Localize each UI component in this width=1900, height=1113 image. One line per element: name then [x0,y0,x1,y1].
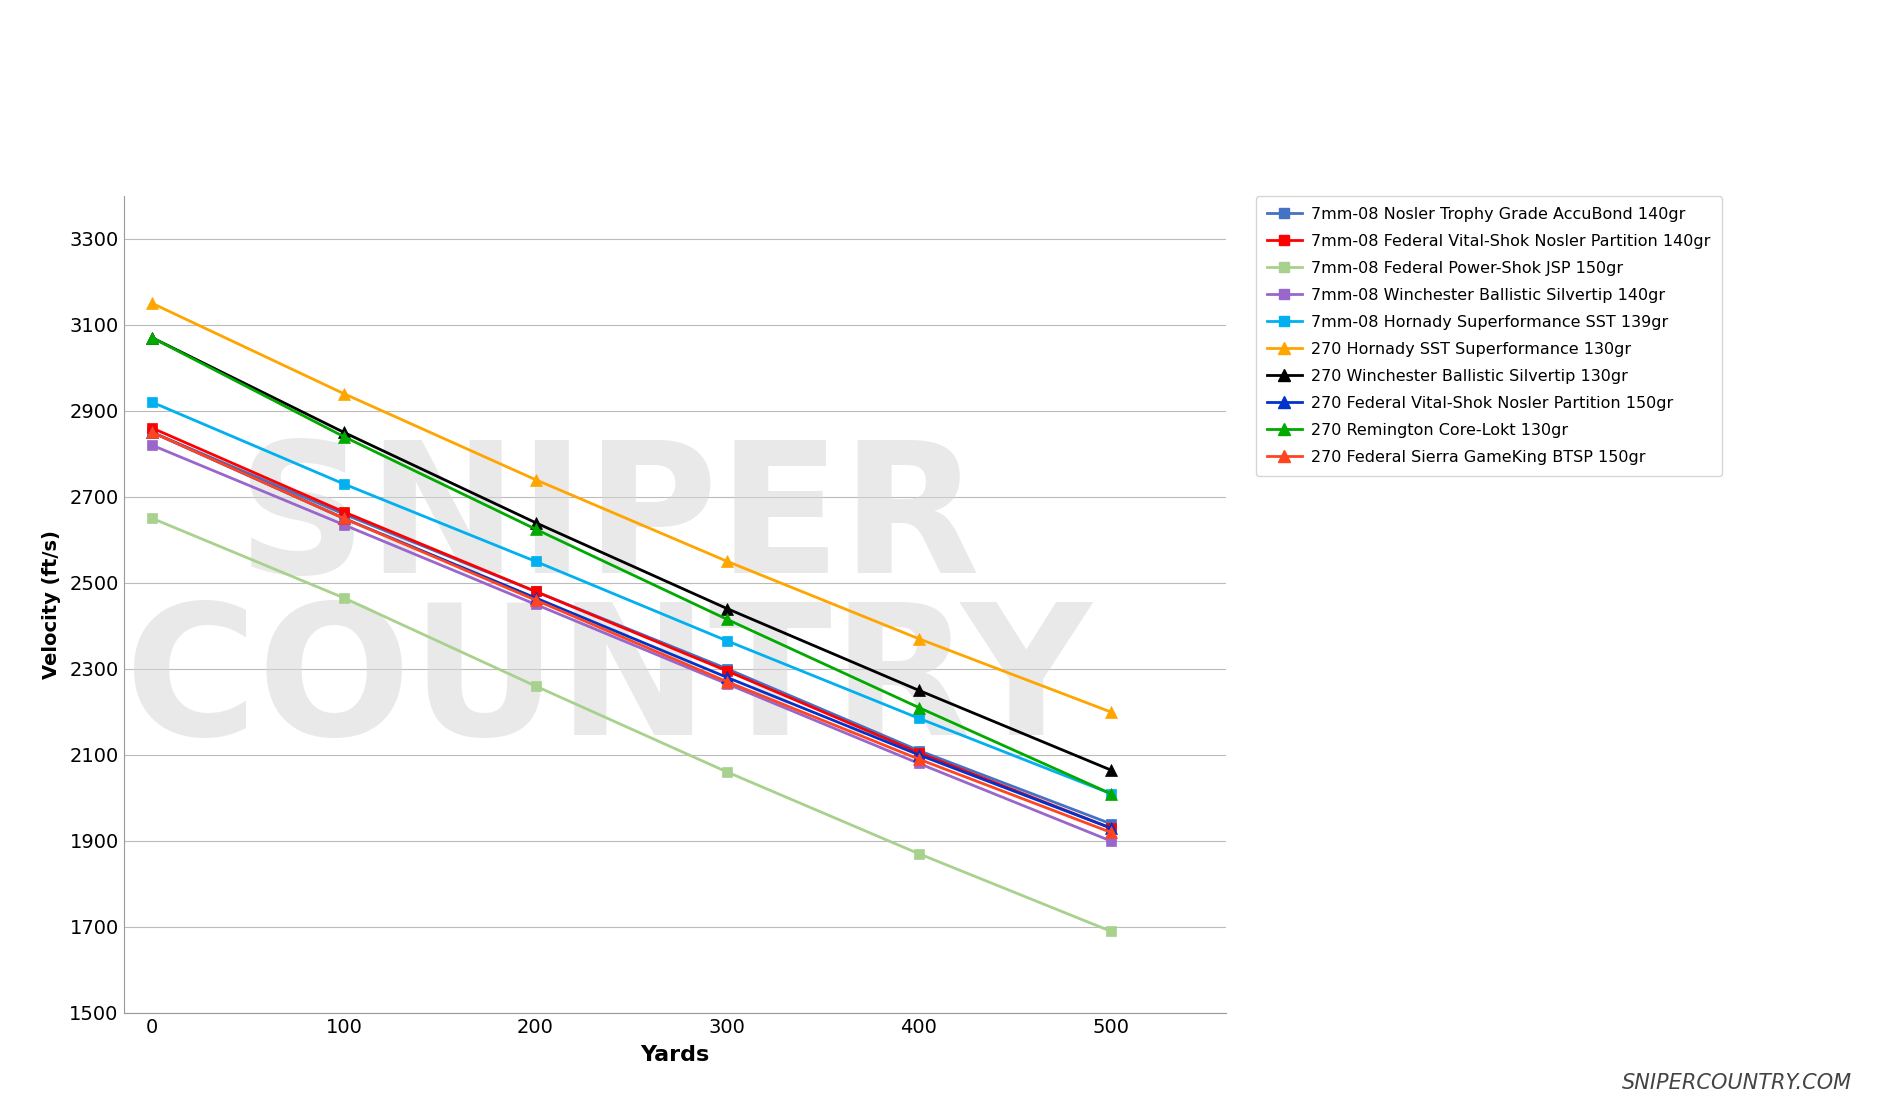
270 Winchester Ballistic Silvertip 130gr [332,425,355,439]
7mm-08 Federal Power-Shok JSP 150gr [141,512,163,525]
7mm-08 Hornady Superformance SST 139gr [1098,787,1121,800]
7mm-08 Nosler Trophy Grade AccuBond 140gr [141,425,163,439]
7mm-08 Federal Power-Shok JSP 150gr [908,847,931,860]
Line: 270 Remington Core-Lokt 130gr: 270 Remington Core-Lokt 130gr [146,332,1117,800]
270 Remington Core-Lokt 130gr [332,430,355,443]
270 Hornady SST Superformance 130gr [716,554,739,568]
270 Winchester Ballistic Silvertip 130gr [716,602,739,615]
270 Remington Core-Lokt 130gr [716,613,739,627]
270 Federal Vital-Shok Nosler Partition 150gr [716,671,739,684]
270 Federal Sierra GameKing BTSP 150gr [332,512,355,525]
270 Federal Sierra GameKing BTSP 150gr [716,676,739,689]
7mm-08 Federal Power-Shok JSP 150gr [524,679,547,692]
7mm-08 Nosler Trophy Grade AccuBond 140gr [1098,817,1121,830]
7mm-08 Winchester Ballistic Silvertip 140gr [908,757,931,770]
270 Federal Vital-Shok Nosler Partition 150gr [332,512,355,525]
Line: 270 Federal Vital-Shok Nosler Partition 150gr: 270 Federal Vital-Shok Nosler Partition … [146,426,1117,834]
7mm-08 Winchester Ballistic Silvertip 140gr [332,519,355,532]
Line: 7mm-08 Federal Power-Shok JSP 150gr: 7mm-08 Federal Power-Shok JSP 150gr [148,513,1115,936]
270 Federal Vital-Shok Nosler Partition 150gr [524,591,547,604]
X-axis label: Yards: Yards [640,1045,709,1065]
270 Winchester Ballistic Silvertip 130gr [524,516,547,530]
7mm-08 Nosler Trophy Grade AccuBond 140gr [332,508,355,521]
Line: 7mm-08 Winchester Ballistic Silvertip 140gr: 7mm-08 Winchester Ballistic Silvertip 14… [148,441,1115,846]
270 Federal Sierra GameKing BTSP 150gr [1098,826,1121,839]
Text: BULLET VELOCITY: BULLET VELOCITY [408,19,1492,126]
270 Winchester Ballistic Silvertip 130gr [141,331,163,344]
7mm-08 Hornady Superformance SST 139gr [908,711,931,725]
270 Remington Core-Lokt 130gr [524,522,547,535]
7mm-08 Nosler Trophy Grade AccuBond 140gr [524,584,547,598]
270 Federal Vital-Shok Nosler Partition 150gr [908,748,931,761]
7mm-08 Federal Vital-Shok Nosler Partition 140gr [524,584,547,598]
7mm-08 Nosler Trophy Grade AccuBond 140gr [908,743,931,757]
7mm-08 Federal Power-Shok JSP 150gr [1098,925,1121,938]
7mm-08 Winchester Ballistic Silvertip 140gr [524,598,547,611]
270 Federal Sierra GameKing BTSP 150gr [908,752,931,766]
270 Federal Vital-Shok Nosler Partition 150gr [1098,821,1121,835]
Line: 7mm-08 Hornady Superformance SST 139gr: 7mm-08 Hornady Superformance SST 139gr [148,397,1115,798]
7mm-08 Hornady Superformance SST 139gr [332,477,355,491]
270 Winchester Ballistic Silvertip 130gr [908,683,931,697]
7mm-08 Hornady Superformance SST 139gr [716,634,739,648]
7mm-08 Nosler Trophy Grade AccuBond 140gr [716,662,739,676]
7mm-08 Winchester Ballistic Silvertip 140gr [141,439,163,452]
Line: 270 Winchester Ballistic Silvertip 130gr: 270 Winchester Ballistic Silvertip 130gr [146,332,1117,776]
270 Remington Core-Lokt 130gr [908,701,931,715]
7mm-08 Federal Power-Shok JSP 150gr [332,591,355,604]
270 Hornady SST Superformance 130gr [141,297,163,311]
Line: 270 Hornady SST Superformance 130gr: 270 Hornady SST Superformance 130gr [146,297,1117,718]
Legend: 7mm-08 Nosler Trophy Grade AccuBond 140gr, 7mm-08 Federal Vital-Shok Nosler Part: 7mm-08 Nosler Trophy Grade AccuBond 140g… [1256,196,1721,476]
270 Federal Sierra GameKing BTSP 150gr [141,425,163,439]
7mm-08 Federal Power-Shok JSP 150gr [716,766,739,779]
Y-axis label: Velocity (ft/s): Velocity (ft/s) [42,530,61,679]
270 Hornady SST Superformance 130gr [1098,706,1121,719]
7mm-08 Federal Vital-Shok Nosler Partition 140gr [141,422,163,435]
Line: 7mm-08 Federal Vital-Shok Nosler Partition 140gr: 7mm-08 Federal Vital-Shok Nosler Partiti… [148,423,1115,833]
7mm-08 Winchester Ballistic Silvertip 140gr [716,677,739,690]
Line: 7mm-08 Nosler Trophy Grade AccuBond 140gr: 7mm-08 Nosler Trophy Grade AccuBond 140g… [148,427,1115,828]
7mm-08 Winchester Ballistic Silvertip 140gr [1098,834,1121,847]
Text: SNIPERCOUNTRY.COM: SNIPERCOUNTRY.COM [1623,1073,1852,1093]
270 Hornady SST Superformance 130gr [332,387,355,401]
7mm-08 Federal Vital-Shok Nosler Partition 140gr [908,746,931,759]
270 Federal Sierra GameKing BTSP 150gr [524,593,547,607]
7mm-08 Hornady Superformance SST 139gr [524,554,547,568]
Text: SNIPER
COUNTRY: SNIPER COUNTRY [125,435,1092,774]
270 Federal Vital-Shok Nosler Partition 150gr [141,425,163,439]
270 Hornady SST Superformance 130gr [524,473,547,486]
7mm-08 Federal Vital-Shok Nosler Partition 140gr [332,505,355,519]
Line: 270 Federal Sierra GameKing BTSP 150gr: 270 Federal Sierra GameKing BTSP 150gr [146,426,1117,838]
270 Remington Core-Lokt 130gr [1098,787,1121,800]
270 Hornady SST Superformance 130gr [908,632,931,646]
7mm-08 Hornady Superformance SST 139gr [141,395,163,408]
270 Winchester Ballistic Silvertip 130gr [1098,764,1121,777]
270 Remington Core-Lokt 130gr [141,331,163,344]
7mm-08 Federal Vital-Shok Nosler Partition 140gr [716,664,739,678]
7mm-08 Federal Vital-Shok Nosler Partition 140gr [1098,821,1121,835]
